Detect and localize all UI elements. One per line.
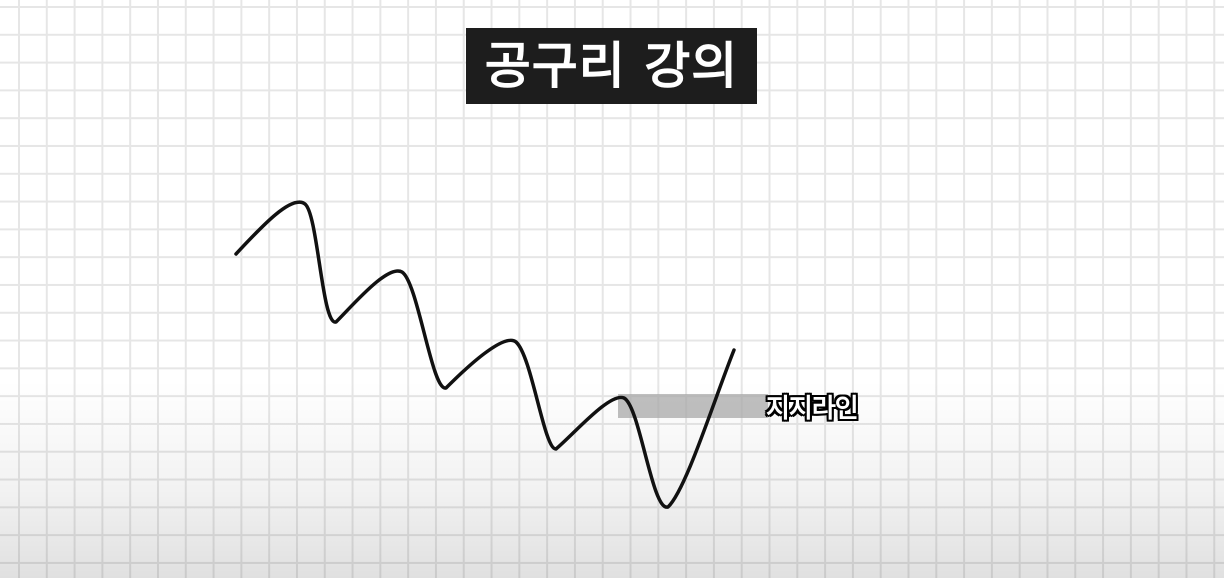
page-title: 공구리 강의 [466, 28, 757, 104]
price-line [234, 200, 736, 509]
support-line-label: 지지라인 [766, 394, 859, 424]
support-line-band [618, 394, 768, 418]
